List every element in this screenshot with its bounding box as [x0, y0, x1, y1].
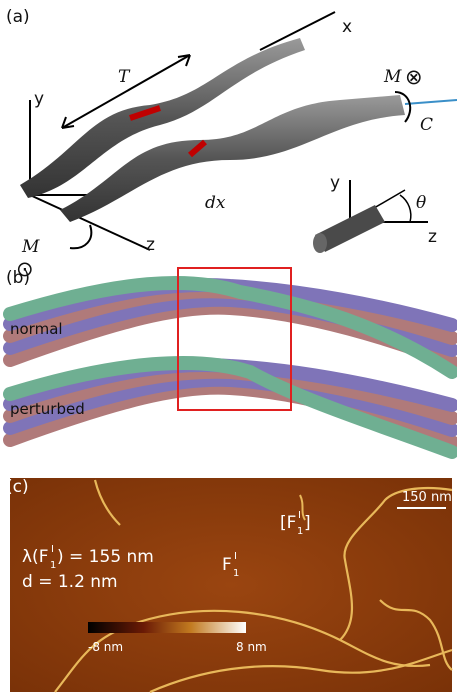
- diameter: d = 1.2 nm: [22, 572, 118, 592]
- axis-label: z: [146, 235, 155, 255]
- fibril-tag-sup: I: [298, 510, 301, 521]
- panel-label: (b): [6, 268, 30, 288]
- panel-label: (c): [6, 477, 29, 497]
- figure: (a) x y z T M ⊗ C dx M ⊙ y θ z (b) norma…: [0, 0, 457, 694]
- axis-label: z: [428, 227, 437, 247]
- segment-label: dx: [205, 193, 226, 213]
- fibril-tag: [F: [280, 513, 296, 533]
- panel-label: (a): [6, 7, 30, 27]
- colorbar: [88, 622, 246, 633]
- angle-label: θ: [416, 193, 426, 213]
- panel-c: (c) 150 nm [F I 1 ] λ(F I 1 ) = 155 nm d…: [6, 477, 452, 692]
- fibril-tag: ]: [304, 513, 311, 533]
- axis-label: x: [342, 17, 352, 37]
- clamp-label: C: [420, 115, 433, 135]
- state-label: normal: [10, 320, 63, 338]
- state-label: perturbed: [10, 400, 85, 418]
- scale-bar-label: 150 nm: [402, 490, 452, 505]
- panel-a: (a) x y z T M ⊗ C dx M ⊙ y θ z: [6, 7, 457, 281]
- torque-label: M: [21, 237, 40, 257]
- fibril-sup: I: [234, 551, 237, 562]
- fibril-label: F: [222, 555, 232, 575]
- axis-label: y: [330, 173, 340, 193]
- twist-period: T: [118, 67, 131, 87]
- colorbar-min: -8 nm: [88, 640, 123, 654]
- panel-b: (b) normal perturbed: [6, 268, 452, 452]
- torque-symbol: ⊗: [405, 65, 423, 89]
- wavelength: ) = 155 nm: [57, 547, 154, 567]
- wavelength: λ(F: [22, 547, 48, 567]
- colorbar-max: 8 nm: [236, 640, 267, 654]
- wavelength-sup: I: [51, 544, 54, 555]
- wavelength-sub: 1: [50, 560, 56, 571]
- torque-label: M: [383, 67, 402, 87]
- axis-label: y: [34, 89, 44, 109]
- fibril-tag-sub: 1: [297, 526, 303, 537]
- fibril-sub: 1: [233, 568, 239, 579]
